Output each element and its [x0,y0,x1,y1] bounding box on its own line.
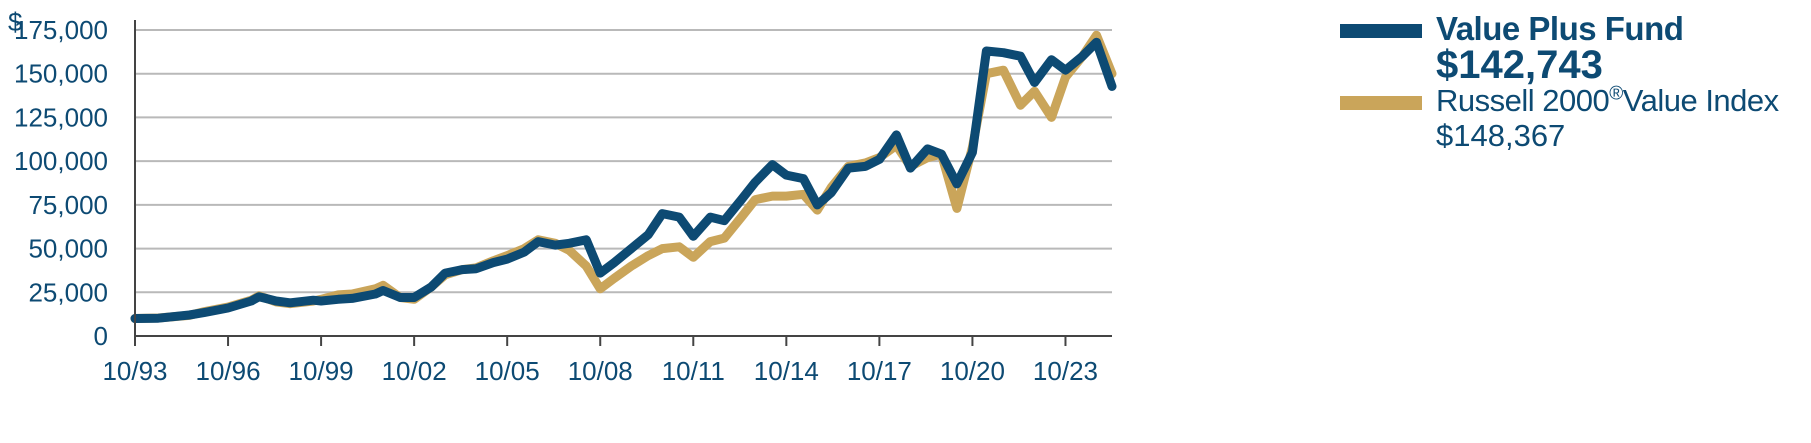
legend-label-index: Russell 2000®Value Index [1436,84,1779,118]
x-tick-label: 10/02 [382,356,447,386]
y-tick-label: 100,000 [14,146,108,176]
x-tick-label: 10/08 [568,356,633,386]
x-tick-label: 10/96 [196,356,261,386]
legend-label-index-name: Russell 2000 [1436,83,1610,118]
y-tick-label: 75,000 [28,190,108,220]
y-tick-label: 150,000 [14,59,108,89]
x-axis-ticks: 10/93 10/96 10/99 10/02 10/05 10/08 10/11 10/14… [102,336,1098,386]
legend-label-index-superscript: ® [1609,83,1623,105]
x-tick-label: 10/99 [289,356,354,386]
legend-swatch-fund [1340,24,1422,38]
x-tick-label: 10/17 [847,356,912,386]
y-tick-label: 175,000 [14,15,108,45]
y-tick-label: 125,000 [14,102,108,132]
legend-label-fund: Value Plus Fund [1436,10,1684,47]
x-tick-label: 10/20 [940,356,1005,386]
x-tick-label: 10/93 [102,356,167,386]
x-tick-label: 10/23 [1033,356,1098,386]
legend-value-fund: $142,743 [1436,43,1603,87]
x-tick-label: 10/14 [754,356,819,386]
y-currency-prefix: $ [8,7,23,37]
x-tick-label: 10/11 [662,356,725,386]
series-lines [130,30,1117,323]
y-tick-label: 50,000 [28,234,108,264]
series-line-index [130,30,1117,323]
y-axis-ticks: 175,000 150,000 125,000 100,000 75,000 50,000… [8,7,108,351]
series-line-fund [130,37,1117,323]
legend-item-fund: Value Plus Fund $142,743 [1340,10,1779,87]
y-tick-label: 0 [94,321,108,351]
legend: Value Plus Fund $142,743 Russell 2000®Va… [1340,12,1779,154]
y-tick-label: 25,000 [28,277,108,307]
legend-label-index-suffix: Value Index [1622,83,1779,118]
legend-item-index: Russell 2000®Value Index $148,367 [1340,84,1779,154]
legend-swatch-index [1340,96,1422,110]
legend-value-index: $148,367 [1436,118,1566,153]
line-chart: 175,000 150,000 125,000 100,000 75,000 50,000… [8,7,1117,386]
x-tick-label: 10/05 [475,356,540,386]
grid-lines [135,29,1112,294]
